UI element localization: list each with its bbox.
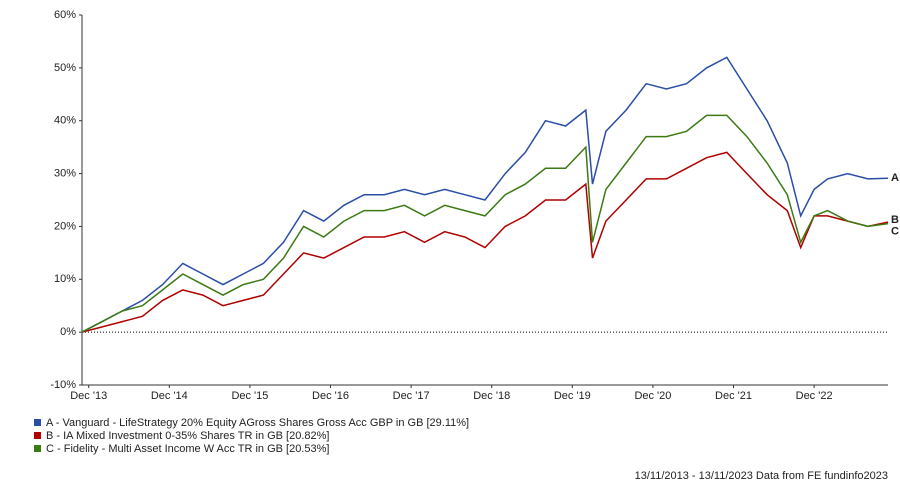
legend-swatch <box>34 419 41 426</box>
x-tick-label: Dec '19 <box>554 390 591 402</box>
legend-label: C - Fidelity - Multi Asset Income W Acc … <box>46 443 329 455</box>
source-note: 13/11/2013 - 13/11/2023 Data from FE fun… <box>635 470 888 482</box>
y-tick-label: 10% <box>54 273 76 285</box>
legend-label: B - IA Mixed Investment 0-35% Shares TR … <box>46 430 329 442</box>
y-tick-label: 60% <box>54 9 76 21</box>
x-tick-label: Dec '14 <box>151 390 188 402</box>
y-tick-label: 40% <box>54 115 76 127</box>
y-tick-label: 20% <box>54 220 76 232</box>
x-tick-label: Dec '22 <box>796 390 833 402</box>
end-label: A <box>891 172 899 184</box>
x-tick-label: Dec '15 <box>231 390 268 402</box>
y-tick-label: 50% <box>54 62 76 74</box>
series-line <box>81 151 889 333</box>
end-label: B <box>891 214 899 226</box>
x-tick-label: Dec '20 <box>634 390 671 402</box>
series-line <box>81 114 889 333</box>
legend-swatch <box>34 432 41 439</box>
legend-label: A - Vanguard - LifeStrategy 20% Equity A… <box>46 417 469 429</box>
x-tick-label: Dec '17 <box>393 390 430 402</box>
x-tick-label: Dec '16 <box>312 390 349 402</box>
y-tick-label: 30% <box>54 167 76 179</box>
x-tick-label: Dec '18 <box>473 390 510 402</box>
series-line <box>81 56 889 333</box>
end-label: C <box>891 226 899 238</box>
y-tick-label: 0% <box>60 326 76 338</box>
legend-swatch <box>34 445 41 452</box>
x-tick-label: Dec '21 <box>715 390 752 402</box>
y-tick-label: -10% <box>50 379 76 391</box>
x-tick-label: Dec '13 <box>70 390 107 402</box>
